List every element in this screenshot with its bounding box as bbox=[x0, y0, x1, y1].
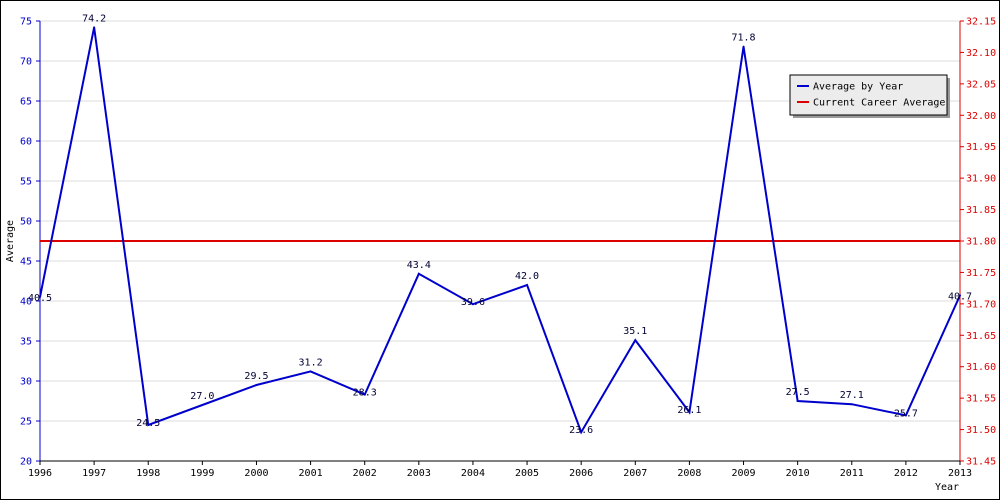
y-right-tick-label: 31.70 bbox=[966, 299, 996, 310]
series-line-average-by-year bbox=[39, 27, 961, 435]
data-point bbox=[39, 296, 41, 298]
y-right-tick-label: 31.95 bbox=[966, 142, 996, 153]
data-label: 43.4 bbox=[407, 260, 431, 271]
x-tick-label: 2013 bbox=[948, 468, 972, 479]
y-left-tick-label: 60 bbox=[20, 137, 32, 148]
data-label: 26.1 bbox=[677, 405, 701, 416]
data-point bbox=[93, 26, 96, 29]
y-right-tick-label: 31.65 bbox=[966, 331, 996, 342]
data-point bbox=[471, 303, 474, 306]
x-tick-label: 2010 bbox=[786, 468, 810, 479]
data-point bbox=[688, 411, 691, 414]
x-tick-label: 2001 bbox=[299, 468, 323, 479]
data-label: 27.0 bbox=[190, 391, 214, 402]
y-right-tick-label: 31.85 bbox=[966, 205, 996, 216]
series bbox=[39, 26, 961, 435]
data-label: 39.6 bbox=[461, 297, 485, 308]
data-point bbox=[796, 400, 799, 402]
data-label: 23.6 bbox=[569, 425, 593, 436]
data-label: 74.2 bbox=[82, 13, 106, 24]
data-label: 27.1 bbox=[840, 390, 864, 401]
data-label: 29.5 bbox=[244, 371, 268, 382]
data-point bbox=[904, 414, 907, 417]
data-label: 27.5 bbox=[786, 387, 810, 398]
data-point bbox=[580, 431, 583, 434]
y-right-tick-label: 31.45 bbox=[966, 457, 996, 468]
x-tick-label: 2004 bbox=[461, 468, 485, 479]
y-left-tick-label: 35 bbox=[20, 337, 32, 348]
data-label: 35.1 bbox=[623, 326, 647, 337]
x-tick-label: 2009 bbox=[731, 468, 755, 479]
y-right-tick-label: 32.05 bbox=[966, 79, 996, 90]
y-left-tick-label: 55 bbox=[20, 177, 32, 188]
x-tick-label: 2007 bbox=[623, 468, 647, 479]
y-left-tick-label: 75 bbox=[20, 17, 32, 28]
data-label: 40.7 bbox=[948, 291, 972, 302]
data-label: 25.7 bbox=[894, 408, 918, 419]
y-right-tick-label: 31.75 bbox=[966, 268, 996, 279]
x-tick-label: 2005 bbox=[515, 468, 539, 479]
legend-label-average-by-year: Average by Year bbox=[813, 82, 903, 93]
y-right-tick-label: 31.60 bbox=[966, 362, 996, 373]
y-left-tick-label: 70 bbox=[20, 57, 32, 68]
data-label: 42.0 bbox=[515, 271, 539, 282]
data-point bbox=[742, 45, 745, 48]
x-tick-label: 2011 bbox=[840, 468, 864, 479]
y-left-tick-label: 65 bbox=[20, 97, 32, 108]
y-right-tick-label: 32.15 bbox=[966, 17, 996, 28]
legend: Average by Year Current Career Average bbox=[789, 74, 950, 118]
x-tick-label: 1996 bbox=[28, 468, 52, 479]
data-label: 24.5 bbox=[136, 418, 160, 429]
data-label: 40.5 bbox=[28, 293, 52, 304]
x-tick-label: 2002 bbox=[353, 468, 377, 479]
data-point bbox=[417, 272, 420, 275]
data-point bbox=[147, 424, 150, 426]
y-left-ticks: 20 25 30 35 40 45 50 55 60 65 70 75 bbox=[20, 17, 40, 468]
x-tick-label: 1999 bbox=[190, 468, 214, 479]
y-right-tick-label: 31.90 bbox=[966, 174, 996, 185]
data-point bbox=[255, 384, 258, 386]
x-tick-label: 2000 bbox=[244, 468, 268, 479]
x-axis-label: Year bbox=[935, 482, 959, 493]
y-left-tick-label: 30 bbox=[20, 377, 32, 388]
y-left-tick-label: 25 bbox=[20, 417, 32, 428]
x-tick-label: 2008 bbox=[677, 468, 701, 479]
data-point bbox=[309, 370, 312, 373]
data-point bbox=[850, 403, 853, 406]
x-ticks: 1996 1997 1998 1999 2000 2001 2002 2003 2004 2005… bbox=[28, 461, 972, 479]
x-tick-label: 2006 bbox=[569, 468, 593, 479]
y-right-tick-label: 31.50 bbox=[966, 425, 996, 436]
legend-label-career-average: Current Career Average bbox=[813, 98, 945, 109]
data-label: 28.3 bbox=[353, 388, 377, 399]
data-point bbox=[634, 339, 637, 342]
data-labels: 40.5 74.2 24.5 27.0 29.5 31.2 28.3 43.4 39.6 42.0… bbox=[28, 13, 972, 436]
y-right-ticks: 31.45 31.50 31.55 31.60 31.65 31.70 31.75 31.80… bbox=[960, 17, 996, 468]
data-point bbox=[526, 284, 529, 286]
data-label: 31.2 bbox=[299, 357, 323, 368]
legend-box bbox=[789, 74, 948, 116]
y-right-tick-label: 31.80 bbox=[966, 237, 996, 248]
x-tick-label: 2012 bbox=[894, 468, 918, 479]
y-right-tick-label: 32.00 bbox=[966, 111, 996, 122]
x-tick-label: 1998 bbox=[136, 468, 160, 479]
y-right-tick-label: 31.55 bbox=[966, 394, 996, 405]
y-right-tick-label: 32.10 bbox=[966, 48, 996, 59]
data-point bbox=[363, 393, 366, 396]
y-left-tick-label: 40 bbox=[20, 297, 32, 308]
data-point bbox=[201, 404, 204, 406]
y-left-tick-label: 45 bbox=[20, 257, 32, 268]
data-label: 71.8 bbox=[731, 33, 755, 44]
y-left-tick-label: 50 bbox=[20, 217, 32, 228]
x-tick-label: 1997 bbox=[82, 468, 106, 479]
x-tick-label: 2003 bbox=[407, 468, 431, 479]
y-axis-label: Average bbox=[5, 220, 16, 262]
data-point bbox=[959, 294, 961, 297]
grid bbox=[40, 20, 960, 422]
y-left-tick-label: 20 bbox=[20, 457, 32, 468]
